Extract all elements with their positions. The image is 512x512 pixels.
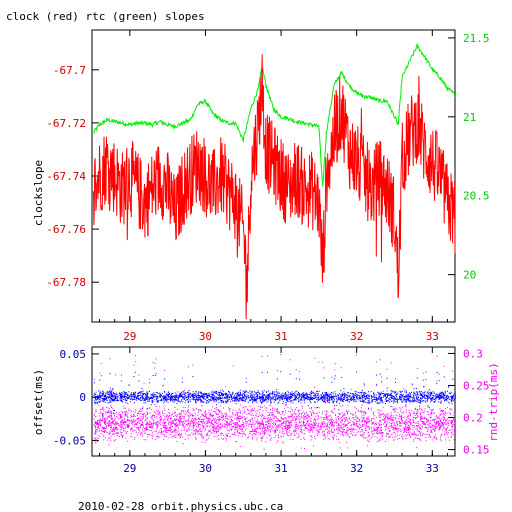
top-xtick-label: 33	[426, 330, 439, 343]
bottom-ylabel-right: rnd-trip(ms)	[487, 362, 500, 441]
bottom-ylabel-left: offset(ms)	[32, 369, 45, 435]
top-ytick-left-label: -67.74	[46, 170, 86, 183]
bottom-xtick-label: 30	[199, 462, 212, 475]
top-ytick-right-label: 20.5	[463, 190, 490, 203]
top-xtick-label: 30	[199, 330, 212, 343]
top-ytick-left-label: -67.78	[46, 276, 86, 289]
top-ylabel: clockslope	[32, 160, 45, 226]
bottom-xtick-label: 32	[350, 462, 363, 475]
bottom-ytick-left-label: -0.05	[53, 434, 86, 447]
offset-points	[93, 371, 456, 415]
bottom-plot-frame	[91, 346, 456, 457]
top-panel: clockslope 29 30 31 32 33 -67.7 -67.72 -67.74 -6…	[32, 29, 490, 343]
bottom-xtick-label: 33	[426, 462, 439, 475]
top-ytick-right-label: 21	[463, 111, 476, 124]
bottom-panel: offset(ms) rnd-trip(ms) 29 30 31 32 33 0.05 0 -…	[32, 346, 500, 475]
top-ytick-left-label: -67.72	[46, 117, 86, 130]
bottom-ytick-right-label: 0.25	[463, 379, 490, 392]
bottom-ytick-right-label: 0.15	[463, 444, 490, 457]
rnd-trip-points	[93, 354, 456, 450]
clock-series-line	[93, 54, 456, 320]
footer-label: 2010-02-28 orbit.physics.ubc.ca	[78, 500, 283, 512]
bottom-ytick-right-label: 0.2	[463, 412, 483, 425]
rtc-series-line	[93, 42, 456, 187]
top-ytick-left-label: -67.7	[53, 64, 86, 77]
bottom-xtick-label: 31	[274, 462, 287, 475]
top-ytick-right-label: 21.5	[463, 32, 490, 45]
bottom-ytick-left-label: 0.05	[60, 348, 87, 361]
top-ytick-left-label: -67.76	[46, 223, 86, 236]
bottom-ytick-left-label: 0	[79, 391, 86, 404]
top-xtick-label: 31	[274, 330, 287, 343]
bottom-ytick-right-label: 0.3	[463, 347, 483, 360]
chart-title: clock (red) rtc (green) slopes	[6, 10, 205, 23]
top-xtick-label: 29	[123, 330, 136, 343]
top-ytick-right-label: 20	[463, 269, 476, 282]
top-xtick-label: 32	[350, 330, 363, 343]
bottom-xtick-label: 29	[123, 462, 136, 475]
